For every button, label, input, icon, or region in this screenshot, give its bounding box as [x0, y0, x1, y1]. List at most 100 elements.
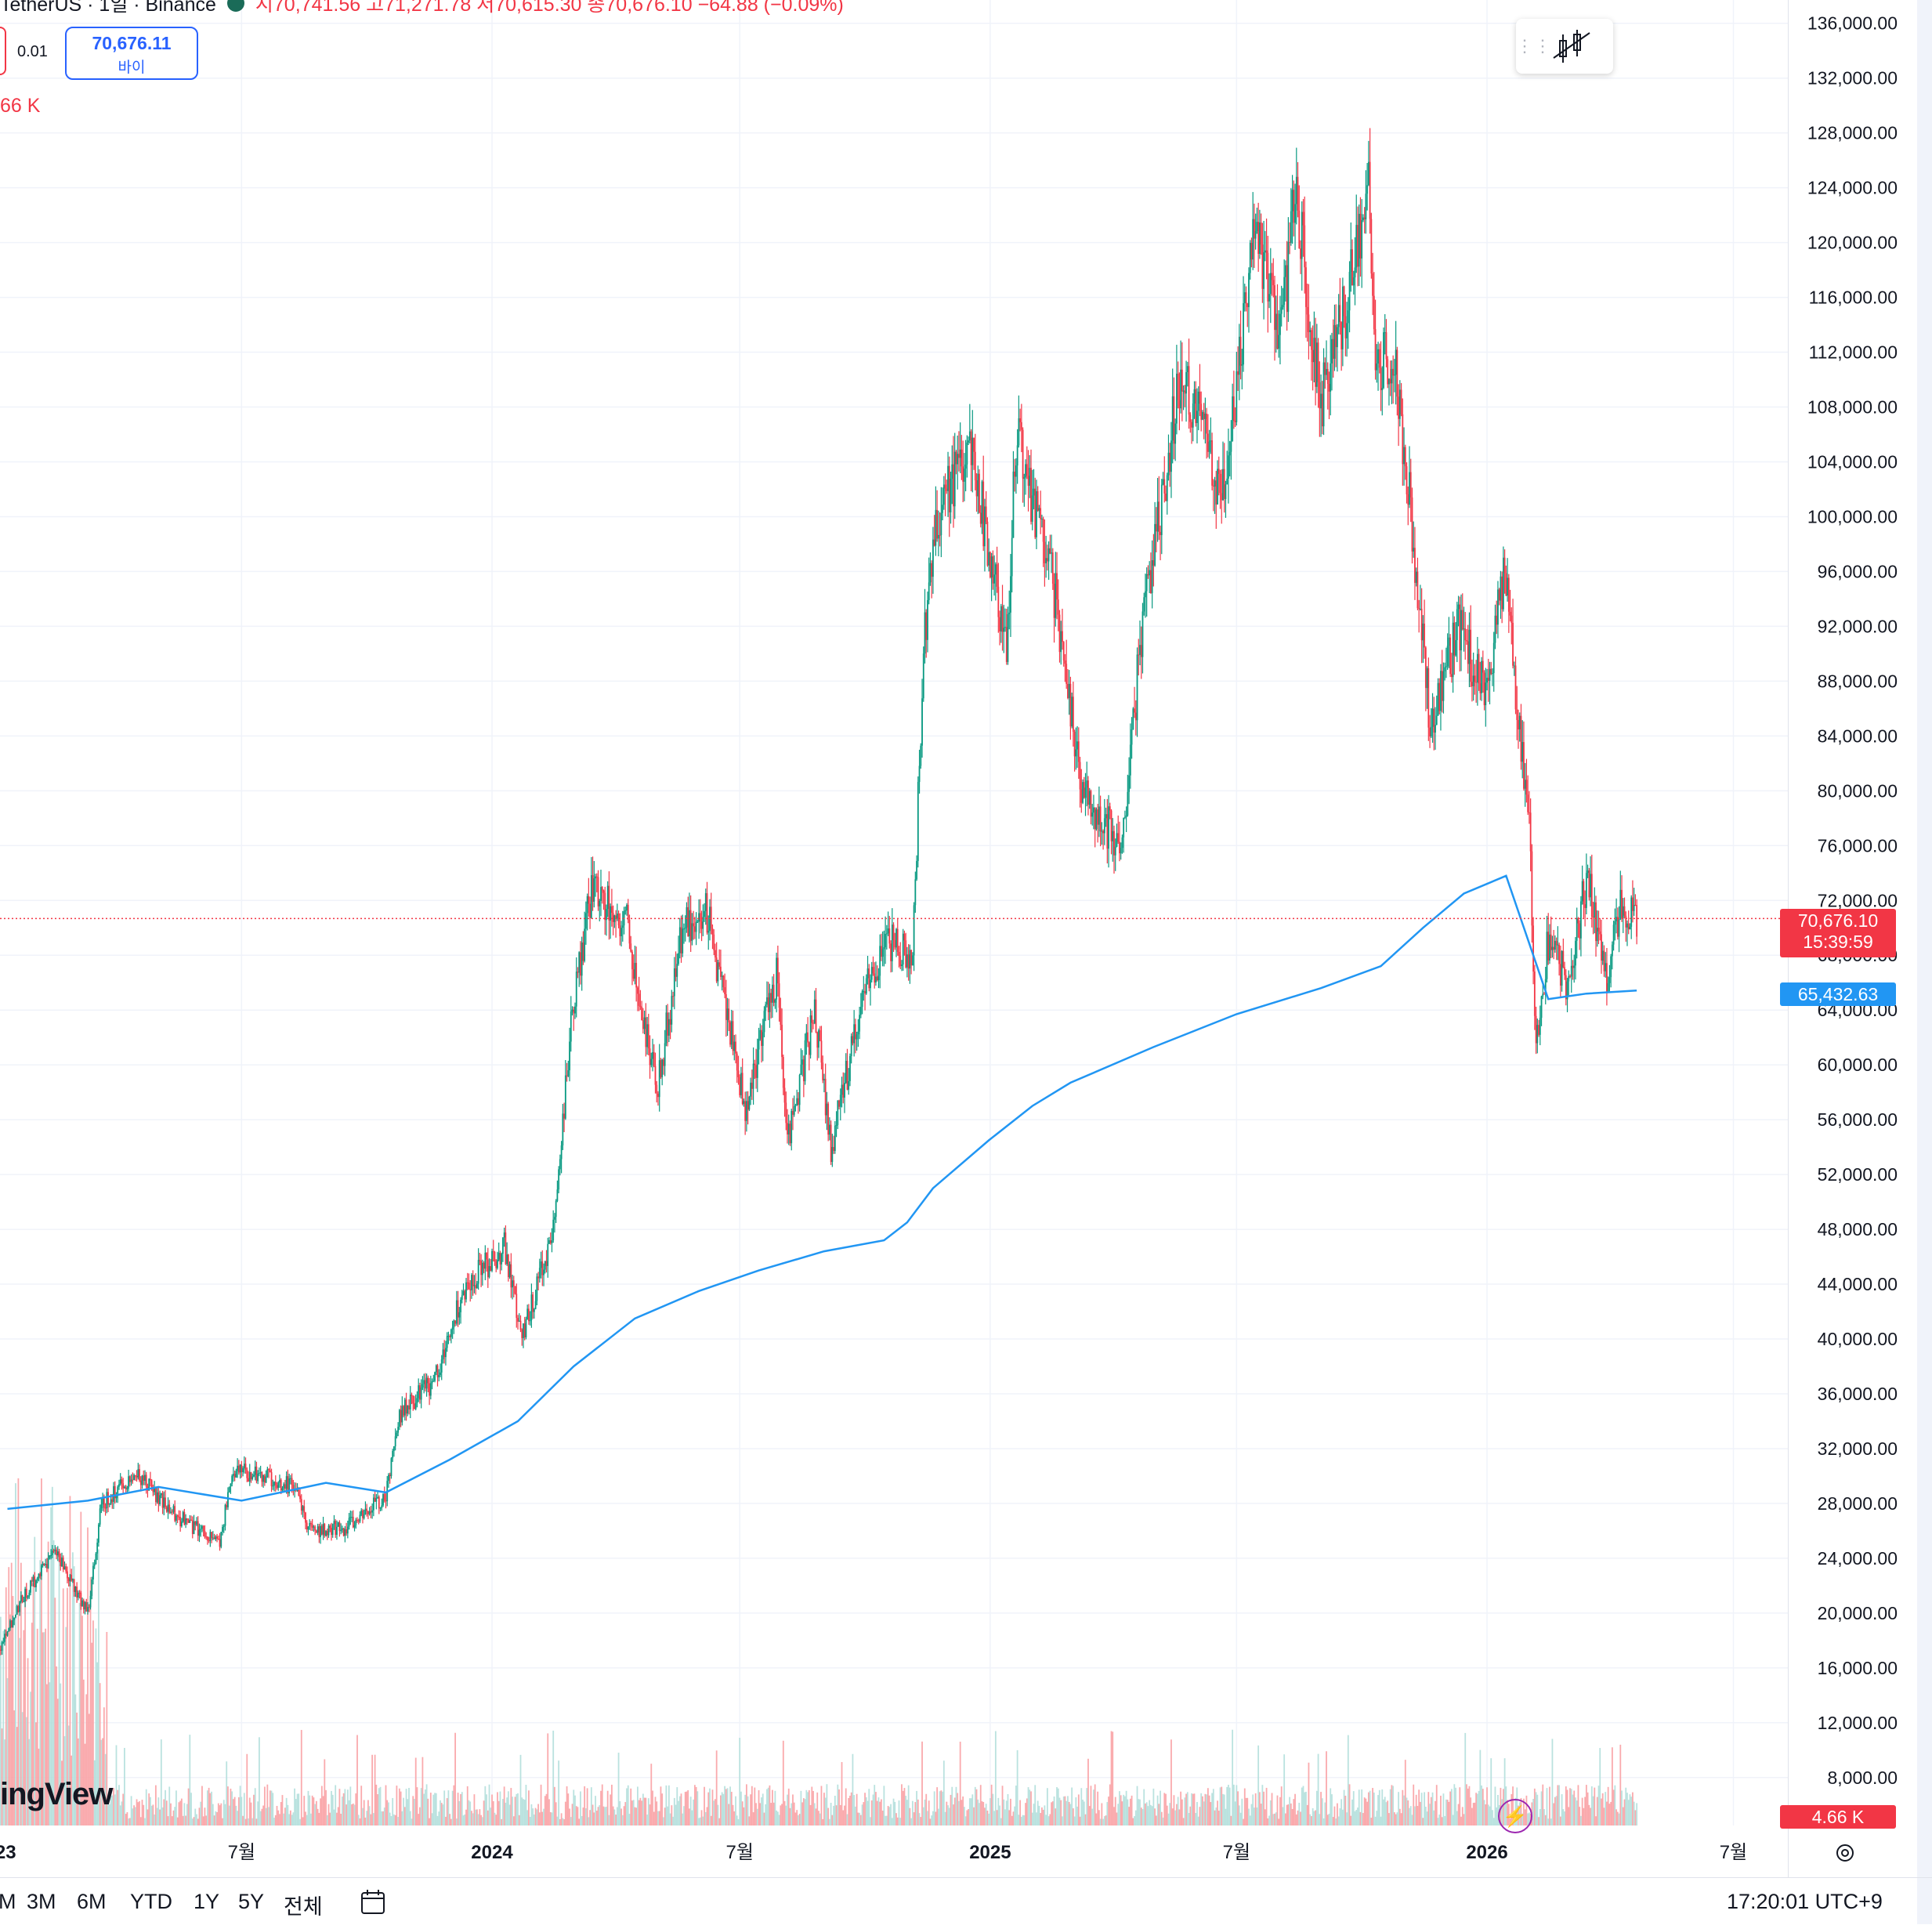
- candle-body: [113, 1485, 114, 1502]
- candle-body: [1080, 789, 1083, 803]
- range-button-1m[interactable]: M: [0, 1890, 16, 1913]
- candle-body: [831, 1147, 834, 1162]
- volume-bar: [914, 1802, 917, 1825]
- candle-body: [216, 1536, 218, 1539]
- candle-body: [1261, 244, 1264, 289]
- candle-body: [702, 917, 704, 929]
- candle-body: [864, 990, 866, 994]
- volume-bar: [1398, 1808, 1401, 1825]
- go-to-date-icon[interactable]: [359, 1888, 390, 1916]
- volume-bar: [139, 1801, 140, 1825]
- buy-button[interactable]: 70,676.11 바이: [65, 27, 198, 80]
- candle-body: [1282, 305, 1284, 308]
- candle-body: [1308, 314, 1310, 332]
- candle-body: [1038, 508, 1040, 511]
- volume-bar: [1384, 1797, 1386, 1825]
- volume-bar: [455, 1818, 458, 1825]
- volume-bar: [880, 1799, 882, 1825]
- candle-body: [243, 1464, 245, 1468]
- volume-bar: [971, 1794, 974, 1825]
- settings-gear-icon[interactable]: [1833, 1841, 1857, 1865]
- volume-bar: [60, 1683, 62, 1825]
- candle-body: [464, 1290, 466, 1300]
- candle-body: [1094, 807, 1096, 830]
- candle-body: [1388, 378, 1390, 385]
- volume-bar: [610, 1784, 613, 1825]
- range-button-all[interactable]: 전체: [284, 1895, 323, 1919]
- right-panel-edge[interactable]: [1917, 0, 1932, 1924]
- range-button-5y[interactable]: 5Y: [238, 1890, 265, 1913]
- volume-bar: [1418, 1789, 1420, 1825]
- candle-body: [1544, 979, 1547, 994]
- candle-body: [523, 1323, 524, 1338]
- volume-bar: [287, 1804, 289, 1825]
- candle-body: [13, 1617, 16, 1620]
- range-button-3m[interactable]: 3M: [27, 1890, 56, 1913]
- candle-body: [574, 1006, 576, 1014]
- candle-body: [204, 1531, 206, 1537]
- candlestick-chart-icon[interactable]: [1547, 27, 1594, 66]
- volume-bar: [144, 1818, 146, 1825]
- candle-body: [1263, 252, 1265, 289]
- candle-body: [1599, 931, 1601, 935]
- utc-clock[interactable]: 17:20:01 UTC+9: [1727, 1890, 1883, 1913]
- volume-bar: [798, 1815, 799, 1825]
- volume-bar: [175, 1790, 177, 1825]
- candle-body: [1597, 928, 1600, 932]
- candle-body: [1489, 668, 1491, 681]
- volume-bar: [1594, 1787, 1596, 1825]
- volume-bar: [1088, 1806, 1091, 1825]
- range-button-6m[interactable]: 6M: [77, 1890, 107, 1913]
- candle-body: [1601, 934, 1602, 961]
- volume-bar: [1046, 1788, 1048, 1825]
- volume-bar: [1031, 1812, 1033, 1825]
- candle-body: [307, 1526, 309, 1530]
- candle-body: [551, 1240, 553, 1243]
- range-button-1y[interactable]: 1Y: [194, 1890, 220, 1913]
- range-button-ytd[interactable]: YTD: [130, 1890, 172, 1913]
- volume-bar: [147, 1809, 149, 1825]
- volume-bar: [481, 1817, 483, 1825]
- candle-body: [88, 1607, 90, 1608]
- volume-bar: [811, 1786, 813, 1825]
- drag-handle-icon[interactable]: ⋮⋮: [1516, 36, 1552, 56]
- volume-bar: [1321, 1798, 1323, 1825]
- volume-bar: [167, 1816, 169, 1825]
- y-tick-label: 84,000.00: [1818, 725, 1898, 746]
- candle-body: [994, 564, 997, 575]
- floating-toolbar[interactable]: ⋮⋮: [1516, 19, 1613, 74]
- candle-body: [507, 1254, 509, 1278]
- candle-body: [859, 1007, 862, 1015]
- volume-bar: [1461, 1807, 1463, 1825]
- candle-body: [43, 1563, 45, 1565]
- volume-bar: [85, 1694, 88, 1825]
- volume-bar: [959, 1742, 961, 1825]
- candle-body: [1492, 673, 1493, 675]
- candle-body: [865, 978, 867, 994]
- candle-body: [658, 1060, 660, 1098]
- candle-body: [1151, 560, 1153, 594]
- volume-bar: [1569, 1788, 1571, 1825]
- volume-bar: [1558, 1785, 1561, 1825]
- symbol-title[interactable]: TetherUS · 1일 · Binance: [0, 0, 216, 16]
- candle-body: [789, 1124, 791, 1144]
- volume-bar: [876, 1800, 878, 1825]
- candle-body: [228, 1486, 230, 1493]
- candle-body: [458, 1312, 461, 1318]
- candle-body: [695, 921, 697, 932]
- candle-body: [1304, 225, 1306, 268]
- candle-body: [144, 1475, 146, 1481]
- candle-body: [1193, 389, 1196, 404]
- candle-body: [1450, 674, 1453, 678]
- candle-body: [1131, 729, 1133, 745]
- volume-bar: [295, 1799, 297, 1825]
- sell-button[interactable]: [0, 27, 6, 75]
- volume-bar: [487, 1810, 489, 1825]
- volume-bar: [1267, 1818, 1269, 1825]
- candle-body: [1256, 222, 1258, 232]
- volume-bar: [533, 1814, 535, 1825]
- lightning-icon[interactable]: ⚡: [1498, 1799, 1532, 1833]
- volume-bar: [1053, 1796, 1055, 1825]
- candle-body: [887, 928, 889, 934]
